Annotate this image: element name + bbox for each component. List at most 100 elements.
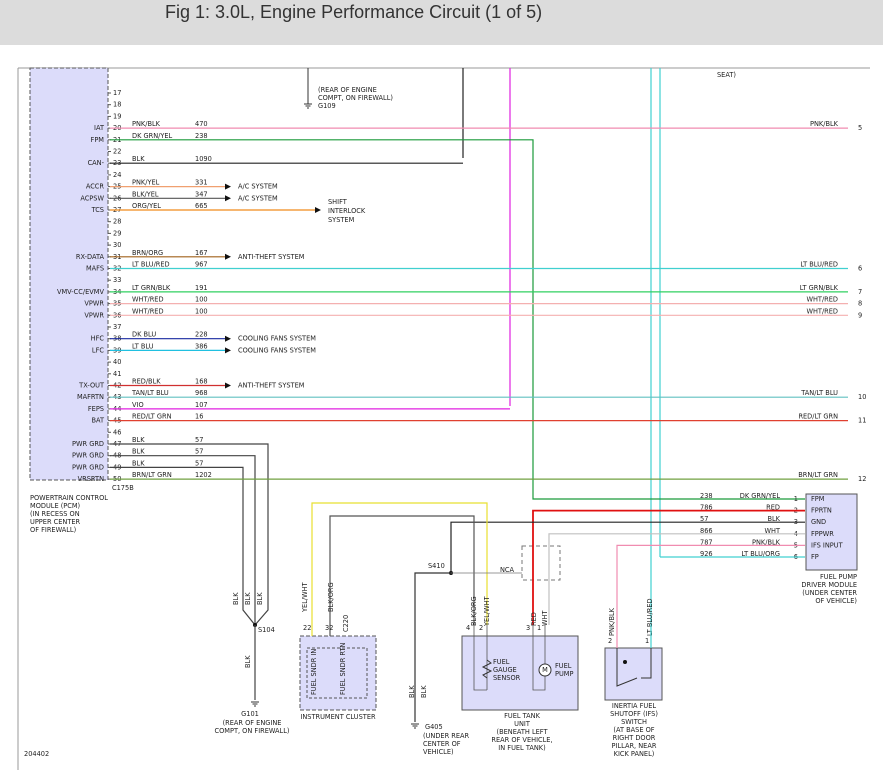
wire-color: RED (766, 504, 780, 512)
component-label: SENSOR (493, 674, 521, 682)
label: SEAT) (717, 71, 736, 79)
wire-label: WHT (541, 610, 549, 626)
pin-name: IAT (94, 124, 105, 132)
wire-label: BLK/ORG (470, 596, 478, 626)
circuit-number: 100 (195, 296, 208, 304)
arrow (315, 207, 321, 213)
destination: INTERLOCK (328, 207, 366, 215)
location: VEHICLE) (423, 748, 454, 756)
wire-label: PNK/BLK (608, 607, 616, 636)
switch-symbol (616, 648, 652, 687)
circuit-number: 386 (195, 342, 208, 350)
circuit-number: 228 (195, 331, 208, 339)
terminal-wire: WHT/RED (806, 307, 838, 315)
pin-number: 2 (479, 624, 483, 632)
circuit-number: 57 (195, 448, 203, 456)
terminal-wire: TAN/LT BLU (800, 389, 838, 397)
pin-name: TX-OUT (78, 382, 105, 390)
wire-label: FUEL SNDR RTN (339, 642, 347, 695)
pin-name: FP (811, 553, 819, 561)
wire-label: FUEL SNDR IN (310, 649, 318, 695)
pin-number: 22 (113, 148, 121, 156)
pin-name: FPM (91, 136, 105, 144)
connector: C175B (112, 484, 134, 492)
wire (414, 572, 451, 722)
circuit-number: 926 (700, 550, 713, 558)
pin-number: 41 (113, 370, 121, 378)
component-label: PUMP (555, 670, 573, 678)
wire-label: BLK (408, 685, 416, 698)
pin-name: MAFRTN (77, 393, 104, 401)
module-label: (BENEATH LEFT (497, 728, 549, 736)
location: (UNDER REAR (423, 732, 470, 740)
ground-label: G405 (425, 723, 443, 731)
pcm-label: UPPER CENTER (30, 518, 81, 526)
pin-name: HFC (91, 335, 105, 343)
pcm-label: (IN RECESS ON (30, 510, 80, 518)
pin-number: 22 (303, 624, 311, 632)
module-label: PILLAR, NEAR (612, 742, 657, 750)
pcm-label: OF FIREWALL) (30, 526, 76, 534)
pin-number: 2 (608, 637, 612, 645)
wire (110, 139, 805, 500)
module-label: (AT BASE OF (613, 726, 654, 734)
cluster-inner (306, 647, 368, 699)
circuit-number: 57 (195, 459, 203, 467)
wire-color: BLK (132, 155, 145, 163)
circuit-number: 866 (700, 527, 713, 535)
circuit-number: 191 (195, 284, 208, 292)
circuit-number: 57 (700, 515, 708, 523)
wire-color: TAN/LT BLU (131, 389, 169, 397)
wire-color: BLK (132, 448, 145, 456)
wire-color: BLK (132, 436, 145, 444)
pin-name: ACCR (86, 183, 105, 191)
sensor-symbol (481, 659, 493, 679)
pin-name: IFS INPUT (811, 541, 844, 549)
module-label: IN FUEL TANK) (498, 744, 545, 752)
module-label: KICK PANEL) (614, 750, 655, 758)
pin-name: FEPS (88, 405, 104, 413)
module-label: OF VEHICLE) (815, 597, 857, 605)
wire-label: BLK (232, 592, 240, 605)
module-label: INERTIA FUEL (612, 702, 657, 710)
wire-color: VIO (132, 401, 144, 409)
wire (110, 466, 256, 626)
circuit-number: 1202 (195, 471, 212, 479)
terminal-number: 8 (858, 300, 862, 308)
circuit-number: 331 (195, 179, 208, 187)
pin-number: 30 (113, 241, 121, 249)
circuit-number: 238 (700, 492, 713, 500)
pin-name: VMV-CC/EVMV (57, 288, 104, 296)
circuit-number: 967 (195, 261, 208, 269)
pin-number: 1 (794, 495, 798, 503)
destination: COOLING FANS SYSTEM (238, 335, 316, 343)
arrow (225, 183, 231, 190)
pin-number: 46 (113, 428, 121, 436)
wire-color: LT BLU (132, 342, 154, 350)
pin-number: 40 (113, 358, 121, 366)
pin-number: 19 (113, 112, 121, 120)
wire-color: LT BLU/RED (132, 261, 170, 269)
circuit-number: 238 (195, 132, 208, 140)
splice-label: S410 (428, 562, 445, 570)
wire-color: WHT (764, 527, 780, 535)
pin-name: GND (811, 518, 826, 526)
circuit-number: 100 (195, 307, 208, 315)
module-label: SHUTOFF (IFS) (610, 710, 658, 718)
terminal-number: 9 (858, 311, 862, 319)
module-label: DRIVER MODULE (801, 581, 857, 589)
pin-number: 37 (113, 323, 121, 331)
pin-name: MAFS (86, 265, 104, 273)
pin-name: VPWR (84, 311, 104, 319)
label: COMPT, ON FIREWALL) (318, 94, 393, 102)
arrow (225, 347, 231, 354)
circuit-number: 787 (700, 538, 713, 546)
pcm-box (29, 67, 109, 481)
ground-label: G101 (241, 710, 259, 718)
pin-name: LFC (92, 346, 104, 354)
nca-label: NCA (500, 566, 515, 574)
wire-label: BLK (420, 685, 428, 698)
ground-symbol (411, 723, 419, 729)
wire-color: BLK/YEL (132, 190, 159, 198)
pin-name: BAT (91, 417, 105, 425)
